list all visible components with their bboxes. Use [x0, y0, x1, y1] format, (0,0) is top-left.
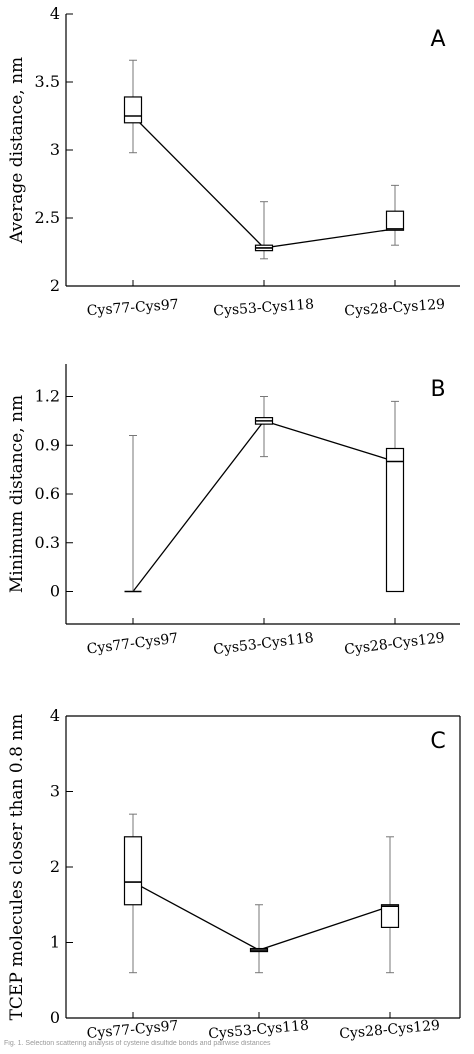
y-tick-label: 3 [50, 140, 60, 159]
x-tick-label: Cys53-Cys118 [212, 630, 314, 658]
chart-panel-c: 0 1 2 3 4 Cys77-Cys97 Cys53-Cys118 Cys28-Cys129… [7, 706, 461, 1043]
y-axis-label: Average distance, nm [7, 57, 27, 244]
y-tick-label: 1.2 [35, 387, 60, 406]
box-2 [254, 201, 274, 260]
y-tick-label: 2.5 [35, 208, 60, 227]
y-tick-label: 1 [50, 933, 60, 952]
y-tick-label: 0.3 [35, 533, 60, 552]
mean-line [132, 881, 391, 951]
box-2 [249, 904, 269, 974]
panel-label: C [430, 729, 445, 754]
y-tick-label: 2 [50, 857, 60, 876]
figure-caption: Fig. 1. Selection scattering analysis of… [4, 1040, 271, 1047]
panel-label: B [430, 377, 445, 402]
box-3 [385, 184, 405, 246]
x-tick-label: Cys28-Cys129 [343, 630, 445, 658]
x-tick-label: Cys77-Cys97 [86, 297, 179, 319]
box-3 [380, 836, 400, 974]
y-tick-label: 4 [50, 706, 60, 725]
y-tick-label: 3.5 [35, 72, 60, 91]
x-tick-label: Cys77-Cys97 [86, 630, 179, 657]
y-tick-label: 0 [50, 582, 60, 601]
y-tick-label: 3 [50, 782, 60, 801]
iqr-box [385, 210, 405, 231]
box-1 [123, 813, 143, 974]
y-tick-label: 0.9 [35, 435, 60, 454]
iqr-box [385, 447, 405, 593]
y-axis-label: Minimum distance, nm [7, 395, 27, 593]
x-tick-label: Cys77-Cys97 [86, 1018, 179, 1042]
iqr-box [123, 96, 143, 124]
y-tick-label: 0 [50, 1008, 60, 1027]
y-tick-label: 4 [50, 4, 60, 23]
box-2 [254, 396, 274, 458]
y-tick-label: 0.6 [35, 484, 60, 503]
iqr-box [123, 836, 143, 906]
box-3 [385, 400, 405, 593]
x-tick-label: Cys28-Cys129 [344, 297, 446, 320]
x-tick-label: Cys28-Cys129 [339, 1018, 441, 1043]
box-1 [124, 435, 142, 593]
box-1 [123, 59, 143, 154]
x-tick-label: Cys53-Cys118 [213, 297, 315, 320]
chart-panel-a: 2 2.5 3 3.5 4 Cys77-Cys97 Cys53-Cys118 Cys28-Cy… [7, 4, 460, 320]
chart-panel-b: 0 0.3 0.6 0.9 1.2 Cys77-Cys97 Cys53-Cys118 Cys2… [7, 364, 460, 658]
y-axis-label: TCEP molecules closer than 0.8 nm [7, 714, 27, 1021]
panel-label: A [430, 27, 445, 52]
iqr-box [380, 904, 400, 928]
y-tick-label: 2 [50, 276, 60, 295]
x-tick-label: Cys53-Cys118 [208, 1018, 310, 1043]
